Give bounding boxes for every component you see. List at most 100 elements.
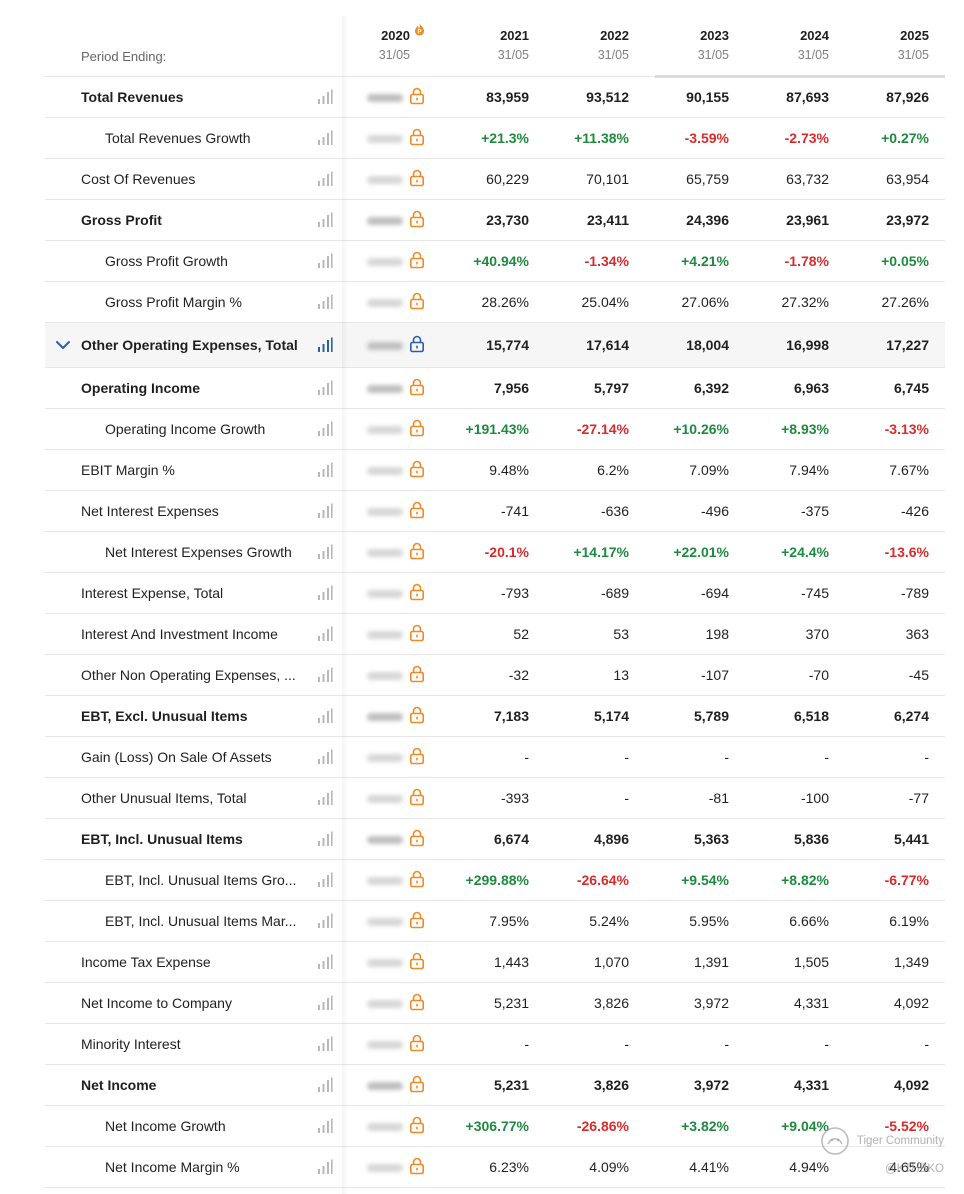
bar-chart-icon[interactable] [317,294,333,310]
bar-chart-icon[interactable] [317,503,333,519]
lock-icon[interactable] [409,1034,425,1052]
lock-icon[interactable] [409,87,425,105]
row-label: Other Unusual Items, Total [81,790,247,806]
bar-chart-icon[interactable] [317,708,333,724]
lock-icon[interactable] [409,378,425,396]
lock-icon[interactable] [409,542,425,560]
bar-chart-icon[interactable] [317,253,333,269]
bar-chart-icon[interactable] [317,421,333,437]
bar-chart-icon[interactable] [317,995,333,1011]
bar-chart-icon[interactable] [317,544,333,560]
lock-icon[interactable] [409,292,425,310]
lock-icon[interactable] [409,952,425,970]
locked-value-placeholder [367,299,403,307]
lock-icon[interactable] [409,747,425,765]
column-date: 31/05 [497,48,529,62]
table-row[interactable]: Net Income Margin % 6.23% 4.09% 4.41% 4.94% 4… [45,1147,945,1188]
table-row[interactable]: Gross Profit Margin % 28.26% 25.04% 27.06% 2… [45,282,945,323]
bar-chart-icon[interactable] [317,626,333,642]
table-row[interactable]: Net Income to Company 5,231 3,826 3,972 4,33… [45,983,945,1024]
bar-chart-icon[interactable] [317,171,333,187]
table-row[interactable]: Other Non Operating Expenses, ... -32 13 -1… [45,655,945,696]
table-row[interactable]: Other Operating Expenses, Total 15,774 17,… [45,323,945,368]
lock-icon[interactable] [409,251,425,269]
bar-chart-icon[interactable] [317,462,333,478]
table-row[interactable]: Total Revenues Growth +21.3% +11.38% -3.59%… [45,118,945,159]
table-row[interactable]: EBT, Excl. Unusual Items 7,183 5,174 5,789 6… [45,696,945,737]
lock-icon[interactable] [409,624,425,642]
table-row[interactable]: Net Interest Expenses Growth -20.1% +14.17… [45,532,945,573]
table-row[interactable]: Net Interest Expenses -741 -636 -496 -375 -42… [45,491,945,532]
table-row[interactable]: EBT, Incl. Unusual Items 6,674 4,896 5,363 5… [45,819,945,860]
table-row[interactable]: Cost Of Revenues 60,229 70,101 65,759 63,732… [45,159,945,200]
lock-icon[interactable] [409,1157,425,1175]
table-cell: +21.3% [481,130,529,146]
table-row[interactable]: EBIT Margin % 9.48% 6.2% 7.09% 7.94% 7.67% [45,450,945,491]
lock-icon[interactable] [409,829,425,847]
watermark: Tiger Community @KTHBKO [820,1126,944,1183]
table-row[interactable]: Interest And Investment Income 52 53 198 370… [45,614,945,655]
lock-icon[interactable] [409,335,425,353]
locked-value-placeholder [367,877,403,885]
lock-icon[interactable] [409,788,425,806]
table-cell: 15,774 [486,337,529,353]
lock-icon[interactable] [409,501,425,519]
table-row[interactable]: Gain (Loss) On Sale Of Assets - - - - - [45,737,945,778]
bar-chart-icon[interactable] [317,872,333,888]
bar-chart-icon[interactable] [317,1159,333,1175]
bar-chart-icon[interactable] [317,913,333,929]
table-cell: +22.01% [673,544,729,560]
lock-icon[interactable] [409,993,425,1011]
bar-chart-icon[interactable] [317,831,333,847]
bar-chart-icon[interactable] [317,212,333,228]
locked-value-placeholder [367,795,403,803]
table-row[interactable]: Interest Expense, Total -793 -689 -694 -745 -… [45,573,945,614]
bar-chart-icon[interactable] [317,790,333,806]
column-year: 2024 [800,28,829,43]
table-cell: 83,959 [486,89,529,105]
lock-icon[interactable] [409,870,425,888]
bar-chart-icon[interactable] [317,337,333,353]
horizontal-scrollbar[interactable] [655,75,945,78]
bar-chart-icon[interactable] [317,1077,333,1093]
table-row[interactable]: Operating Income 7,956 5,797 6,392 6,963 6,74… [45,368,945,409]
lock-icon[interactable] [409,419,425,437]
lock-icon[interactable] [409,128,425,146]
bar-chart-icon[interactable] [317,380,333,396]
lock-icon[interactable] [409,169,425,187]
lock-icon[interactable] [409,1116,425,1134]
chevron-down-icon[interactable] [55,337,71,353]
row-label: Minority Interest [81,1036,181,1052]
table-cell: 9.48% [489,462,529,478]
table-row[interactable]: EBT, Incl. Unusual Items Gro... +299.88% -… [45,860,945,901]
table-row[interactable]: Gross Profit Growth +40.94% -1.34% +4.21% -1… [45,241,945,282]
table-cell: +14.17% [573,544,629,560]
lock-icon[interactable] [409,1075,425,1093]
table-row[interactable]: Operating Income Growth +191.43% -27.14% +1… [45,409,945,450]
bar-chart-icon[interactable] [317,1036,333,1052]
table-row[interactable]: Gross Profit 23,730 23,411 24,396 23,961 23,9… [45,200,945,241]
bar-chart-icon[interactable] [317,954,333,970]
bar-chart-icon[interactable] [317,667,333,683]
bar-chart-icon[interactable] [317,130,333,146]
bar-chart-icon[interactable] [317,1118,333,1134]
table-cell: +191.43% [465,421,529,437]
table-cell: +8.82% [781,872,829,888]
lock-icon[interactable] [409,911,425,929]
lock-icon[interactable] [409,583,425,601]
table-row[interactable]: Income Tax Expense 1,443 1,070 1,391 1,505 1,… [45,942,945,983]
lock-icon[interactable] [409,665,425,683]
table-row[interactable]: Net Income Growth +306.77% -26.86% +3.82% +9… [45,1106,945,1147]
bar-chart-icon[interactable] [317,749,333,765]
bar-chart-icon[interactable] [317,585,333,601]
table-row[interactable]: Minority Interest - - - - - [45,1024,945,1065]
table-row[interactable]: EBT, Incl. Unusual Items Mar... 7.95% 5.24… [45,901,945,942]
table-cell: 3,972 [693,995,729,1011]
lock-icon[interactable] [409,210,425,228]
bar-chart-icon[interactable] [317,89,333,105]
lock-icon[interactable] [409,460,425,478]
table-row[interactable]: Other Unusual Items, Total -393 - -81 -100 -7… [45,778,945,819]
table-row[interactable]: Net Income 5,231 3,826 3,972 4,331 4,092 [45,1065,945,1106]
table-row[interactable]: Total Revenues 83,959 93,512 90,155 87,693 87… [45,77,945,118]
lock-icon[interactable] [409,706,425,724]
